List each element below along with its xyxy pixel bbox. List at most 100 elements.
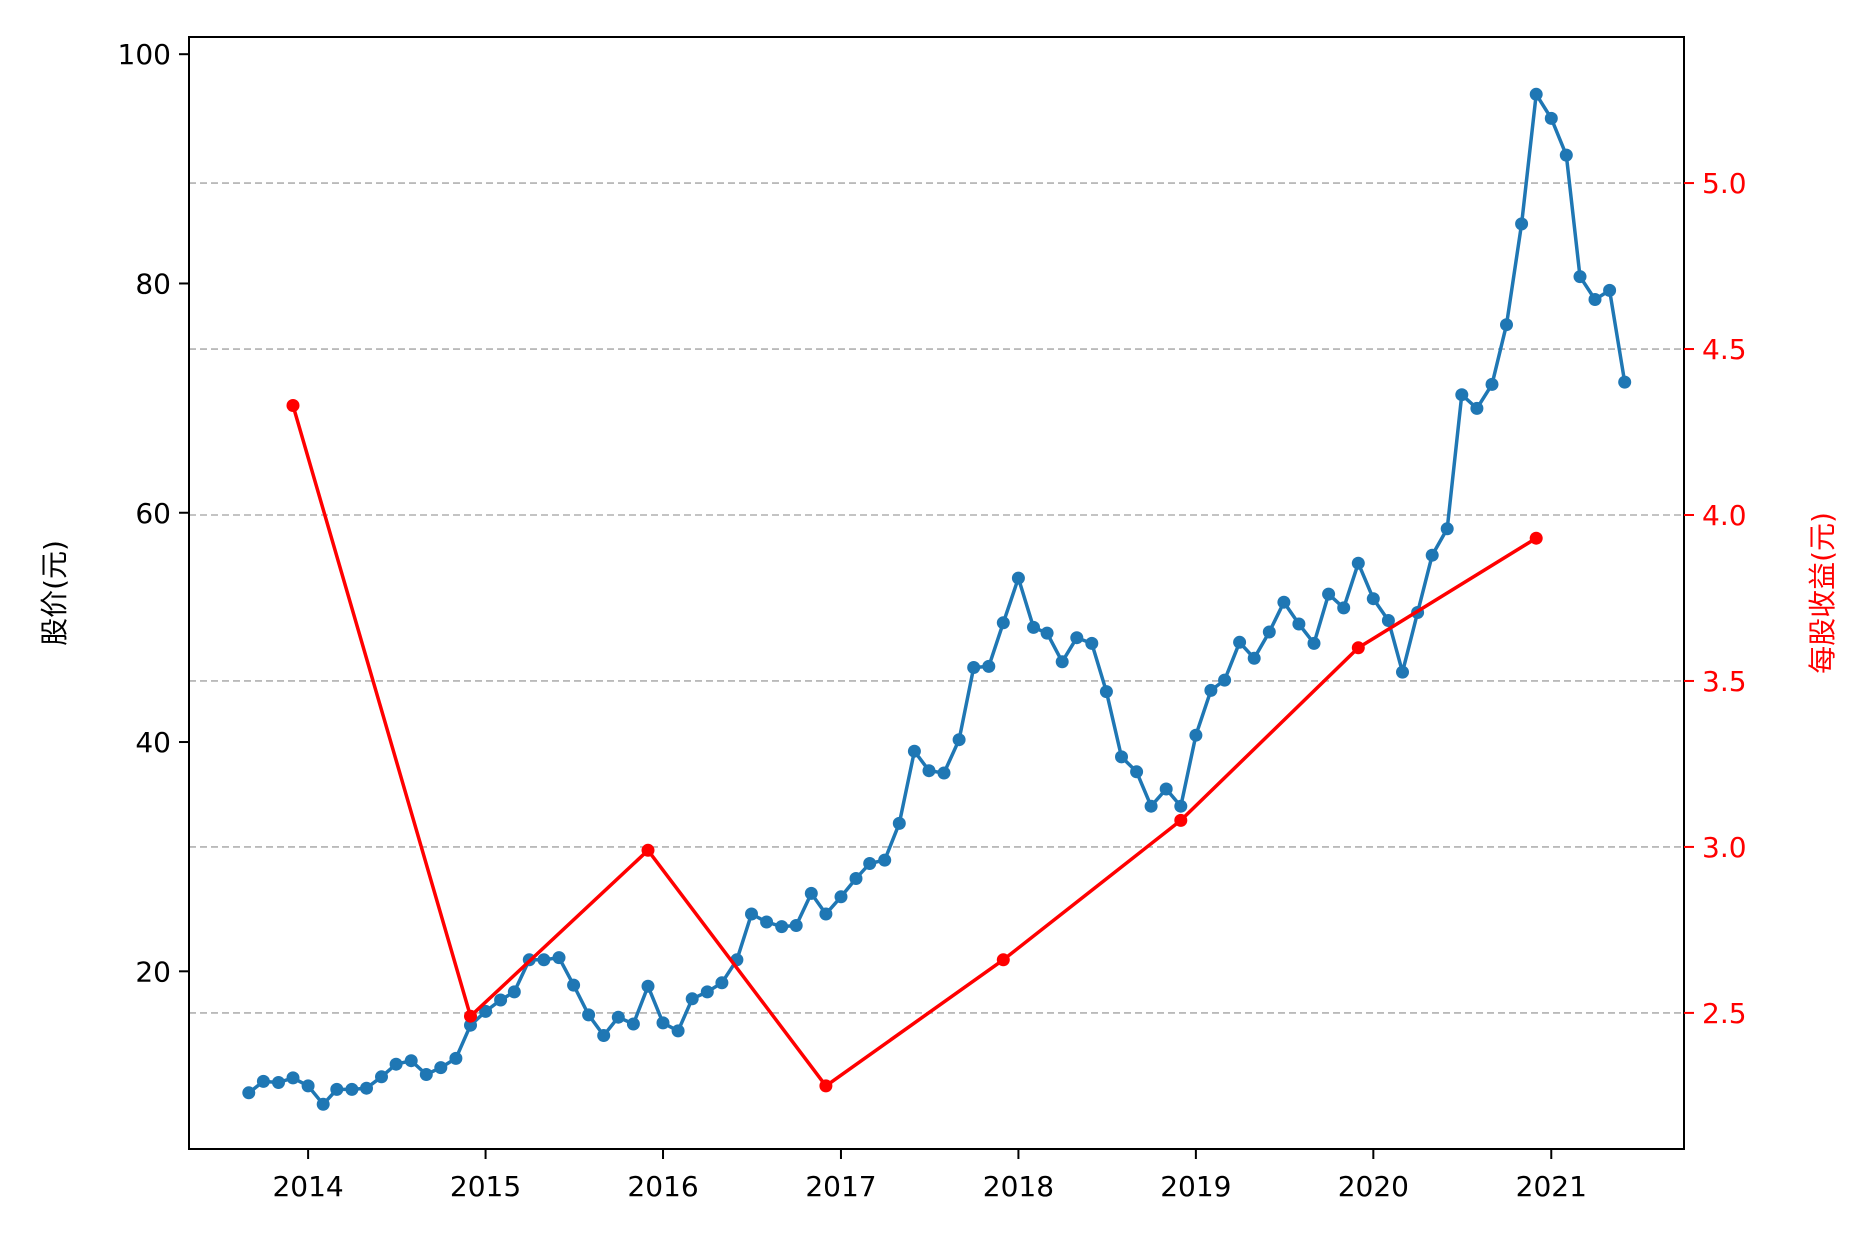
- stock-price-point: [286, 1071, 300, 1085]
- stock-price-point: [1337, 601, 1351, 615]
- stock-price-point: [849, 872, 863, 885]
- y-right-axis: 2.5 3.0 3.5 4.0 4.5 5.0: [1684, 167, 1747, 1030]
- stock-price-point: [316, 1097, 330, 1111]
- stock-price-point: [922, 764, 936, 778]
- stock-price-point: [1247, 651, 1261, 665]
- stock-price-point: [775, 920, 789, 934]
- eps-point: [1174, 813, 1188, 827]
- stock-price-point: [1544, 111, 1558, 125]
- stock-price-point: [745, 907, 758, 921]
- stock-price-point: [715, 976, 729, 990]
- stock-price-point: [360, 1081, 373, 1095]
- stock-price-point: [1573, 270, 1587, 284]
- stock-price-point: [552, 951, 566, 965]
- stock-price-point: [700, 985, 714, 999]
- stock-price-point: [1396, 665, 1409, 679]
- stock-price-point: [1351, 556, 1365, 570]
- stock-price-point: [996, 616, 1010, 630]
- stock-price-point: [982, 659, 996, 673]
- y-left-axis-title: 股价(元): [38, 540, 71, 646]
- stock-price-point: [671, 1024, 685, 1038]
- eps-line: [291, 405, 1538, 1088]
- stock-price-point: [685, 992, 699, 1006]
- stock-price-point: [656, 1016, 670, 1030]
- eps-point: [641, 843, 655, 857]
- stock-price-point: [1262, 625, 1276, 639]
- stock-price-point: [567, 978, 581, 992]
- eps-series: [286, 399, 1543, 1093]
- x-tick-label: 2021: [1516, 1170, 1587, 1203]
- stock-price-point: [301, 1079, 315, 1093]
- stock-price-point: [507, 985, 521, 999]
- stock-price-point: [907, 744, 921, 758]
- stock-price-point: [1189, 728, 1203, 742]
- stock-price-point: [1055, 655, 1069, 669]
- stock-price-point: [1233, 635, 1247, 649]
- stock-price-point: [1174, 799, 1188, 813]
- stock-price-point: [1070, 631, 1084, 645]
- stock-price-point: [1559, 148, 1573, 162]
- stock-price-point: [256, 1074, 270, 1088]
- stock-price-point: [464, 1018, 477, 1032]
- stock-price-point: [1470, 401, 1484, 415]
- eps-point: [819, 1079, 833, 1093]
- stock-price-point: [1500, 318, 1513, 332]
- stock-price-point: [1115, 750, 1128, 764]
- stock-price-point: [1011, 571, 1025, 585]
- y-right-tick-label: 5.0: [1702, 167, 1747, 200]
- stock-price-point: [1366, 592, 1380, 606]
- stock-price-point: [449, 1051, 463, 1065]
- y-left-axis: 20 40 60 80 100: [118, 38, 189, 988]
- y-left-tick-label: 100: [118, 38, 171, 71]
- x-tick-label: 2020: [1338, 1170, 1409, 1203]
- stock-price-point: [611, 1010, 625, 1024]
- stock-price-point: [789, 919, 803, 932]
- y-right-tick-label: 4.5: [1702, 333, 1747, 366]
- stock-price-point: [641, 979, 655, 993]
- stock-price-point: [1307, 636, 1321, 650]
- y-right-tick-label: 3.5: [1702, 665, 1747, 698]
- y-left-tick-label: 60: [135, 497, 171, 530]
- eps-point: [996, 953, 1010, 967]
- stock-price-point: [819, 907, 833, 921]
- stock-price-point: [760, 915, 774, 929]
- stock-price-point: [345, 1082, 359, 1096]
- stock-price-point: [863, 857, 877, 870]
- stock-price-point: [1277, 595, 1291, 609]
- stock-price-point: [330, 1082, 344, 1096]
- stock-price-point: [1455, 388, 1469, 402]
- stock-price-point: [1130, 765, 1144, 779]
- x-axis: 2014 2015 2016 2017 2018 2019 2020 2021: [272, 1149, 1587, 1203]
- stock-price-point: [937, 766, 951, 780]
- x-tick-label: 2017: [805, 1170, 876, 1203]
- stock-price-point: [626, 1017, 640, 1031]
- stock-price-point: [479, 1004, 493, 1018]
- stock-price-series: [242, 87, 1632, 1111]
- stock-price-point: [1425, 548, 1439, 562]
- stock-price-point: [582, 1008, 596, 1022]
- stock-price-point: [1218, 673, 1232, 687]
- stock-price-point: [1292, 617, 1306, 631]
- stock-price-point: [597, 1029, 611, 1042]
- stock-price-point: [1099, 685, 1113, 699]
- eps-point: [1351, 641, 1365, 655]
- stock-price-point: [1040, 626, 1054, 640]
- stock-price-point: [1322, 587, 1336, 601]
- stock-price-point: [1159, 782, 1173, 796]
- stock-price-point: [878, 853, 892, 867]
- y-right-tick-label: 3.0: [1702, 831, 1747, 864]
- y-right-axis-title: 每股收益(元): [1806, 512, 1839, 674]
- stock-price-point: [1440, 522, 1454, 536]
- plot-frame: [188, 36, 1685, 1150]
- stock-price-point: [1144, 799, 1158, 813]
- x-tick-label: 2016: [627, 1170, 698, 1203]
- y-right-tick-label: 2.5: [1702, 997, 1747, 1030]
- stock-price-point: [389, 1057, 403, 1071]
- stock-price-point: [1603, 283, 1617, 297]
- stock-price-point: [272, 1076, 285, 1089]
- eps-point: [1529, 531, 1543, 545]
- grid-lines: [189, 182, 1684, 1014]
- stock-price-point: [892, 816, 906, 830]
- stock-price-point: [404, 1054, 418, 1068]
